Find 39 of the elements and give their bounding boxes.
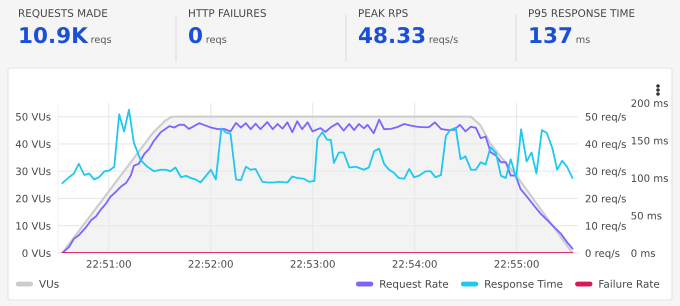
text: 48.33 bbox=[358, 26, 424, 44]
y2-tick-label: 50 req/s bbox=[586, 112, 626, 123]
text: reqs/s bbox=[430, 36, 458, 45]
legend-label: Failure Rate bbox=[599, 280, 660, 288]
y3-tick-label: 100 ms bbox=[632, 174, 668, 182]
text: 0 bbox=[189, 26, 202, 44]
text: HTTP FAILURES bbox=[189, 9, 266, 18]
y2-tick-label: 10 req/s bbox=[586, 222, 626, 232]
y2-tick-label: 0 req/s bbox=[586, 249, 620, 259]
x-tick-label: 22:51:00 bbox=[86, 260, 131, 268]
text: P95 RESPONSE TIME bbox=[529, 9, 634, 18]
y-tick-label: 30 VUs bbox=[16, 168, 51, 176]
x-tick-label: 22:55:00 bbox=[494, 260, 539, 268]
text: reqs bbox=[206, 37, 226, 45]
text: 10.9K bbox=[20, 26, 88, 44]
legend-label: Response Time bbox=[485, 280, 562, 290]
legend-label: Request Rate bbox=[380, 280, 448, 290]
y3-tick-label: 200 ms bbox=[631, 99, 668, 107]
x-tick-label: 22:54:00 bbox=[392, 260, 437, 268]
y3-tick-label: 50 ms bbox=[631, 212, 662, 220]
y2-tick-label: 30 req/s bbox=[586, 168, 626, 178]
y2-tick-label: 20 req/s bbox=[586, 194, 626, 204]
y3-tick-label: 150 ms bbox=[632, 136, 668, 144]
y-tick-label: 10 VUs bbox=[16, 222, 51, 230]
text: 137 bbox=[530, 26, 572, 44]
y-tick-label: 40 VUs bbox=[16, 140, 51, 148]
text: REQUESTS MADE bbox=[19, 9, 108, 18]
line-series bbox=[61, 108, 574, 184]
x-tick-label: 22:53:00 bbox=[290, 260, 335, 268]
text: ms bbox=[576, 37, 590, 44]
y2-tick-label: 40 req/s bbox=[585, 140, 626, 150]
text: reqs bbox=[91, 37, 112, 45]
y3-tick-label: 0 ms bbox=[631, 249, 656, 257]
x-tick-label: 22:52:00 bbox=[188, 260, 233, 268]
y-tick-label: 0 VUs bbox=[22, 249, 51, 257]
text: PEAK RPS bbox=[359, 9, 408, 18]
legend-label: VUs bbox=[39, 280, 59, 288]
y-tick-label: 50 VUs bbox=[16, 112, 51, 121]
y-tick-label: 20 VUs bbox=[16, 194, 51, 202]
